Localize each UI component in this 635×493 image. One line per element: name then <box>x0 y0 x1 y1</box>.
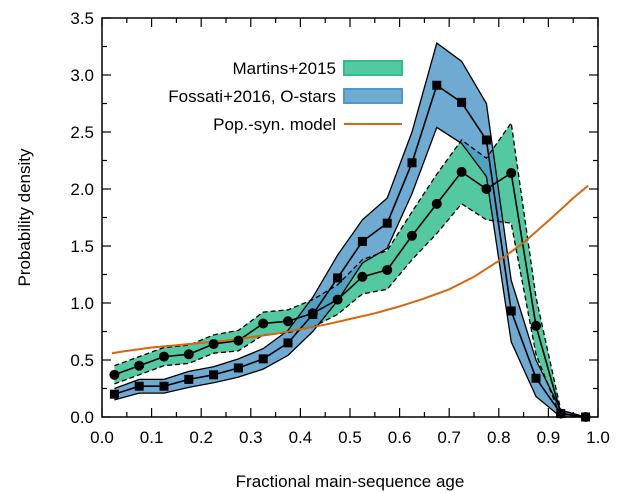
data-point-square <box>159 381 169 391</box>
x-tick-label: 0.2 <box>189 428 213 447</box>
bands-layer <box>114 43 586 418</box>
band-upper-edge-1 <box>114 42 586 418</box>
data-point-circle <box>332 294 343 305</box>
x-tick-label: 0.1 <box>140 428 164 447</box>
band-0 <box>114 122 586 418</box>
data-point-circle <box>382 264 393 275</box>
data-point-circle <box>233 335 244 346</box>
y-tick-label: 0.0 <box>70 408 94 427</box>
data-point-square <box>407 158 417 168</box>
x-tick-label: 0.8 <box>487 428 511 447</box>
pop-syn-model-line <box>111 184 589 355</box>
legend: Martins+2015 Fossati+2016, O-stars Pop.-sy… <box>168 59 403 134</box>
x-tick-label: 0.4 <box>289 428 313 447</box>
y-tick-label: 1.0 <box>70 294 94 313</box>
y-tick-label: 1.5 <box>70 237 94 256</box>
y-tick-label: 2.0 <box>70 180 94 199</box>
data-point-square <box>283 338 293 348</box>
y-tick-label: 3.5 <box>70 9 94 28</box>
data-point-circle <box>506 168 517 179</box>
legend-swatch <box>343 60 403 76</box>
data-point-circle <box>456 166 467 177</box>
y-tick-label: 2.5 <box>70 123 94 142</box>
data-point-circle <box>109 369 120 380</box>
legend-label: Martins+2015 <box>233 59 336 78</box>
x-tick-label: 0.3 <box>239 428 263 447</box>
data-point-square <box>109 389 119 399</box>
x-tick-label: 0.9 <box>537 428 561 447</box>
x-tick-label: 0.0 <box>90 428 114 447</box>
data-point-square <box>333 273 343 283</box>
data-point-square <box>184 374 194 384</box>
data-point-square <box>481 135 491 145</box>
y-tick-label: 0.5 <box>70 351 94 370</box>
data-point-circle <box>431 198 442 209</box>
data-point-square <box>134 381 144 391</box>
data-point-circle <box>407 230 417 241</box>
legend-label: Fossati+2016, O-stars <box>168 87 336 106</box>
data-point-circle <box>531 320 541 331</box>
x-tick-label: 1.0 <box>586 428 610 447</box>
data-point-circle <box>183 349 194 360</box>
data-point-square <box>357 236 367 246</box>
y-tick-label: 3.0 <box>70 66 94 85</box>
data-point-square <box>457 97 467 107</box>
y-axis-title: Probability density <box>15 148 34 286</box>
data-point-circle <box>134 360 145 371</box>
data-point-square <box>233 363 243 373</box>
data-point-square <box>556 409 566 419</box>
data-point-square <box>209 370 219 380</box>
data-point-circle <box>481 184 492 194</box>
x-tick-label: 0.7 <box>437 428 461 447</box>
data-point-circle <box>208 339 219 350</box>
band-1 <box>114 43 586 417</box>
data-point-square <box>258 354 268 364</box>
x-tick-label: 0.6 <box>388 428 412 447</box>
markers-layer <box>109 80 591 422</box>
x-axis-title: Fractional main-sequence age <box>236 472 465 491</box>
data-point-circle <box>357 271 368 282</box>
data-point-square <box>382 218 392 228</box>
data-point-square <box>432 80 442 90</box>
data-point-square <box>506 306 516 316</box>
data-point-circle <box>159 351 169 362</box>
ticks-layer: 0.0 0.1 0.2 0.3 0.4 0.5 0.6 0.7 0.8 0.9 1.0 0.0 0.5 1… <box>70 9 609 447</box>
legend-label: Pop.-syn. model <box>213 115 336 134</box>
data-point-circle <box>258 318 269 329</box>
data-point-circle <box>283 316 293 327</box>
data-point-square <box>308 309 318 319</box>
data-point-square <box>531 373 541 383</box>
band-lower-edge-0 <box>114 202 586 418</box>
legend-swatch <box>343 88 403 104</box>
x-tick-label: 0.5 <box>338 428 362 447</box>
